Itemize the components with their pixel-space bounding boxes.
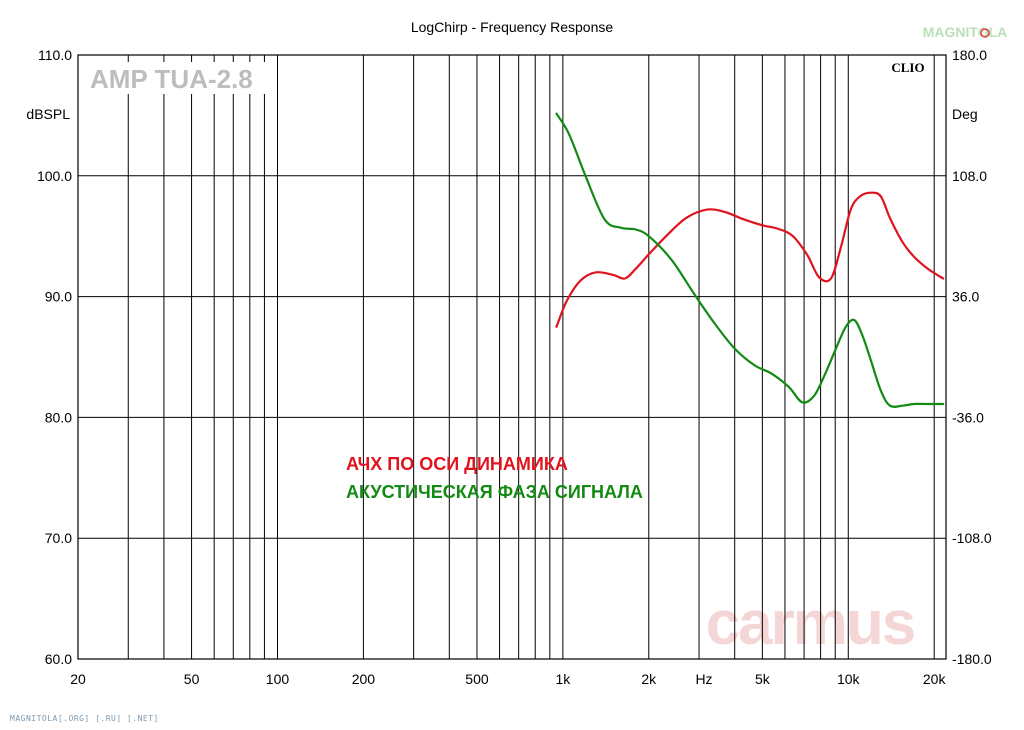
x-tick-label: 20k — [923, 671, 947, 687]
left-y-tick-label: 110.0 — [38, 47, 72, 63]
left-y-tick-label: 60.0 — [45, 651, 72, 667]
x-axis-unit-label: Hz — [695, 671, 712, 687]
right-axis-label: Deg — [952, 106, 978, 122]
logo-ring-icon — [980, 28, 990, 38]
x-tick-label: 2k — [641, 671, 657, 687]
data-series — [555, 112, 945, 408]
x-tick-label: 5k — [755, 671, 771, 687]
carmus-watermark: carmus — [706, 589, 915, 658]
legend-phase: АКУСТИЧЕСКАЯ ФАЗА СИГНАЛА — [346, 482, 643, 502]
x-tick-label: 200 — [352, 671, 376, 687]
left-axis-label: dBSPL — [26, 106, 70, 122]
left-y-tick-label: 90.0 — [45, 289, 72, 305]
chart-title: LogChirp - Frequency Response — [411, 19, 614, 35]
plot-area-border — [77, 54, 947, 660]
x-tick-label: 100 — [266, 671, 290, 687]
x-tick-label: 1k — [555, 671, 571, 687]
left-y-tick-label: 70.0 — [45, 530, 72, 546]
x-tick-label: 500 — [465, 671, 489, 687]
left-y-tick-label: 80.0 — [45, 409, 72, 425]
footer-credit: MAGNITOLA[.ORG] [.RU] [.NET] — [10, 714, 159, 723]
magnitola-logo-text: MAGNITOLA — [923, 24, 1008, 40]
right-y-tick-label: 36.0 — [952, 289, 979, 305]
right-y-tick-label: -108.0 — [952, 530, 992, 546]
x-tick-label: 10k — [837, 671, 861, 687]
x-tick-label: 20 — [70, 671, 86, 687]
grid-lines — [78, 54, 946, 660]
right-y-tick-label: -180.0 — [952, 651, 992, 667]
brand-label: AMP TUA-2.8 — [90, 64, 253, 94]
legend-frequency-response: АЧХ ПО ОСИ ДИНАМИКА — [346, 454, 568, 474]
frequency-response-line — [555, 191, 945, 328]
right-y-tick-label: 108.0 — [952, 168, 987, 184]
x-tick-label: 50 — [184, 671, 200, 687]
magnitola-logo: MAGNITOLA — [923, 24, 1008, 40]
axis-ticks: 20 50 100 200 500 1k 2k 5k 10k 20k 110.0 100.0 90.0 8… — [37, 47, 992, 687]
right-y-tick-label: -36.0 — [952, 409, 984, 425]
left-y-tick-label: 100.0 — [37, 168, 72, 184]
right-y-tick-label: 180.0 — [952, 47, 987, 63]
clio-label: CLIO — [891, 60, 924, 75]
brand-label-background — [86, 62, 274, 94]
phase-line — [555, 112, 945, 408]
